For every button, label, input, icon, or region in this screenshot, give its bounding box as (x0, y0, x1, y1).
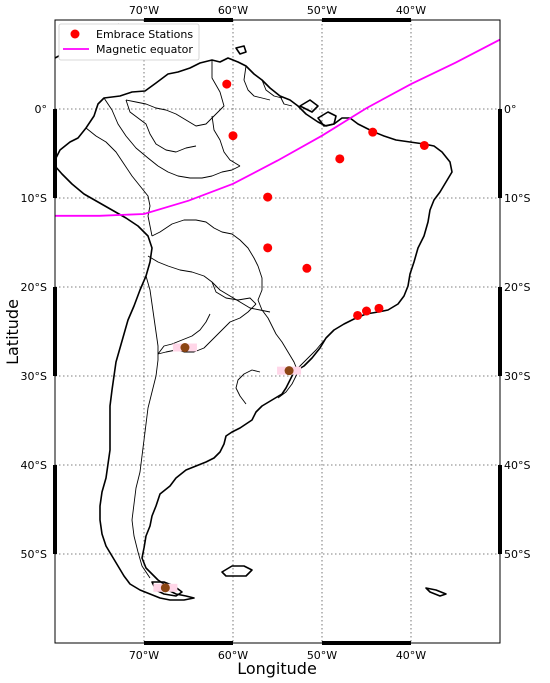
legend-stations-label: Embrace Stations (96, 28, 193, 41)
tick-labels: 70°W 70°W 60°W 60°W 50°W 50°W 40°W 40°W 0° 0° 10°S… (21, 4, 531, 662)
coastline-amapa-shore (299, 99, 319, 113)
station-point (368, 127, 378, 137)
station-point (353, 310, 363, 320)
legend: Embrace Stations Magnetic equator (58, 23, 200, 61)
station-point (362, 306, 371, 316)
lat-tick-label: 30°S (504, 370, 530, 383)
lat-tick-label: 10°S (504, 192, 530, 205)
station-point (263, 192, 273, 202)
coastline-south-america (55, 57, 453, 601)
lat-tick-label: 0° (504, 103, 517, 116)
coastline-south-georgia (425, 587, 447, 597)
coastline-marajo-island (317, 111, 337, 127)
lon-tick-label: 40°W (396, 649, 426, 662)
lon-tick-label: 60°W (218, 4, 248, 17)
lat-tick-label: 10°S (21, 192, 47, 205)
coastline-trinidad (235, 45, 247, 55)
station-point-secondary (160, 583, 170, 593)
lat-tick-label: 40°S (21, 459, 47, 472)
magnetic-equator-line (55, 38, 500, 217)
lat-tick-label: 40°S (504, 459, 530, 472)
station-point (374, 303, 384, 313)
lat-tick-label: 30°S (21, 370, 47, 383)
lat-tick-label: 0° (35, 103, 48, 116)
lat-tick-label: 50°S (21, 548, 47, 561)
legend-stations-marker (70, 29, 80, 39)
lon-tick-label: 60°W (218, 649, 248, 662)
frame-bars (53, 18, 502, 645)
lat-tick-label: 20°S (504, 281, 530, 294)
lat-tick-label: 20°S (21, 281, 47, 294)
lon-tick-label: 50°W (307, 4, 337, 17)
lon-tick-label: 70°W (129, 649, 159, 662)
lon-tick-label: 70°W (129, 4, 159, 17)
lat-tick-label: 50°S (504, 548, 530, 561)
station-point-secondary (180, 343, 190, 353)
station-point-secondary (284, 366, 294, 376)
legend-equator-label: Magnetic equator (96, 43, 193, 56)
station-point (302, 263, 312, 273)
lon-tick-label: 50°W (307, 649, 337, 662)
station-point (419, 140, 429, 150)
legend-box (58, 23, 200, 61)
station-point (228, 131, 238, 141)
station-markers (153, 79, 429, 593)
x-axis-title: Longitude (237, 659, 317, 678)
station-point (263, 243, 273, 253)
coastline-falklands (221, 565, 253, 577)
station-point (222, 79, 232, 89)
lon-tick-label: 40°W (396, 4, 426, 17)
y-axis-title: Latitude (3, 299, 22, 365)
station-point (335, 154, 345, 164)
